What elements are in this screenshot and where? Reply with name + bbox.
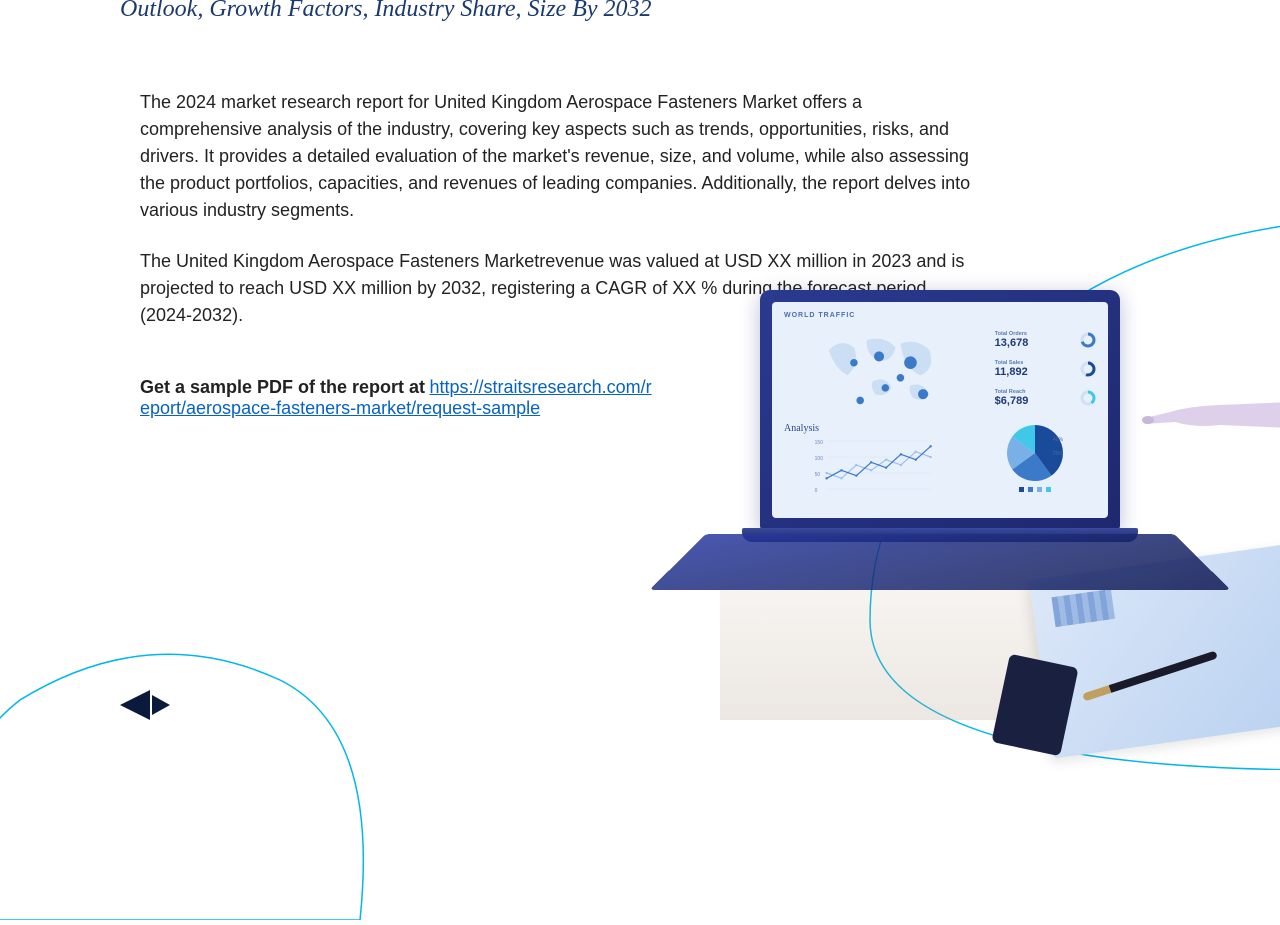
- world-map-widget: [784, 325, 987, 413]
- laptop-screen: WORLD TRAFFIC Total Orders 13,678: [772, 302, 1108, 518]
- dashboard-title: WORLD TRAFFIC: [784, 312, 1096, 319]
- mini-donut-icon: [1080, 332, 1096, 348]
- legend-swatch: [1019, 487, 1024, 492]
- intro-paragraph-1: The 2024 market research report for Unit…: [140, 89, 980, 224]
- legend-swatch: [1037, 487, 1042, 492]
- legend-swatch: [1028, 487, 1033, 492]
- legend-swatch: [1046, 487, 1051, 492]
- laptop: WORLD TRAFFIC Total Orders 13,678: [760, 290, 1120, 570]
- pie-chart-widget: 40% 25%: [973, 423, 1096, 505]
- svg-text:0: 0: [815, 488, 818, 494]
- line-chart-widget: Analysis 150 100 50 0: [784, 423, 961, 505]
- svg-text:50: 50: [815, 472, 821, 478]
- page-subtitle: Outlook, Growth Factors, Industry Share,…: [0, 0, 1280, 24]
- pointing-hand: [1140, 370, 1280, 460]
- stat-row: Total Orders 13,678: [995, 331, 1096, 349]
- stat-value: 11,892: [995, 366, 1076, 378]
- cta-label: Get a sample PDF of the report at: [140, 377, 425, 397]
- svg-text:40%: 40%: [1053, 437, 1064, 443]
- svg-text:25%: 25%: [1053, 451, 1064, 457]
- stat-value: 13,678: [995, 337, 1076, 349]
- svg-text:100: 100: [815, 456, 824, 462]
- stat-row: Total Sales 11,892: [995, 360, 1096, 378]
- svg-text:150: 150: [815, 440, 824, 446]
- stat-value: $6,789: [995, 395, 1076, 407]
- analysis-label: Analysis: [784, 423, 961, 434]
- laptop-illustration: WORLD TRAFFIC Total Orders 13,678: [720, 290, 1280, 720]
- cta-block: Get a sample PDF of the report at https:…: [140, 377, 660, 419]
- stat-row: Total Reach $6,789: [995, 389, 1096, 407]
- mini-donut-icon: [1080, 361, 1096, 377]
- mini-donut-icon: [1080, 390, 1096, 406]
- stats-column: Total Orders 13,678 Total Sales 11,892 T…: [995, 325, 1096, 413]
- logo-mark: [120, 680, 260, 730]
